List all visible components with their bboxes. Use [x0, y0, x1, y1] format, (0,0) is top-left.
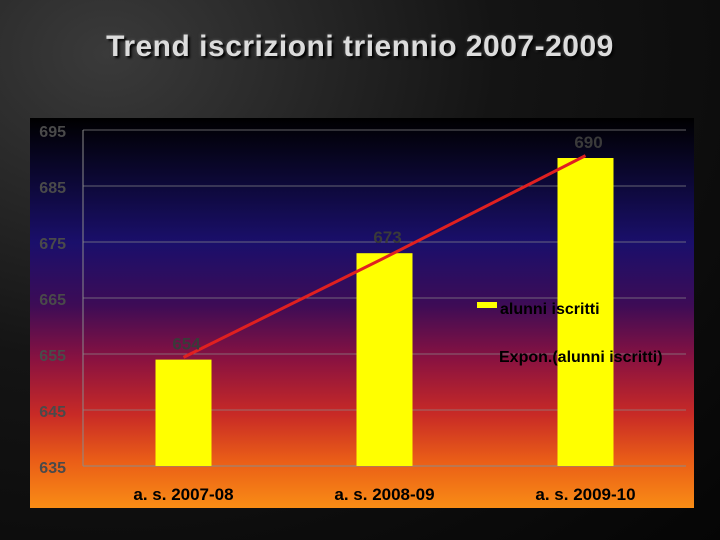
x-tick-label: a. s. 2008-09 — [334, 485, 434, 504]
trendline-group — [182, 154, 587, 359]
y-tick-label: 665 — [39, 292, 66, 309]
y-tick-label: 685 — [39, 180, 66, 197]
y-tick-label: 655 — [39, 348, 66, 365]
data-label: 654 — [172, 335, 201, 354]
trendline — [182, 154, 587, 359]
legend-swatch-bar — [477, 302, 497, 308]
data-label: 673 — [373, 228, 401, 247]
bar — [557, 158, 614, 466]
bar — [155, 359, 212, 466]
slide-title: Trend iscrizioni triennio 2007-2009 — [106, 30, 614, 63]
labels: 635 645 655 665 675 685 695 a. s. 2007-08 a. s. … — [39, 124, 635, 504]
bars — [155, 158, 614, 466]
y-tick-label: 695 — [39, 124, 66, 141]
x-tick-label: a. s. 2007-08 — [133, 485, 233, 504]
legend-label-trendline: Expon.(alunni iscritti) — [499, 349, 663, 366]
data-label: 690 — [574, 133, 602, 152]
y-tick-label: 675 — [39, 236, 66, 253]
bar — [356, 253, 413, 466]
x-tick-label: a. s. 2009-10 — [535, 485, 635, 504]
y-tick-label: 635 — [39, 460, 66, 477]
legend: alunni iscritti Expon.(alunni iscritti) — [477, 301, 663, 366]
y-tick-label: 645 — [39, 404, 66, 421]
legend-label-bars: alunni iscritti — [500, 301, 600, 318]
